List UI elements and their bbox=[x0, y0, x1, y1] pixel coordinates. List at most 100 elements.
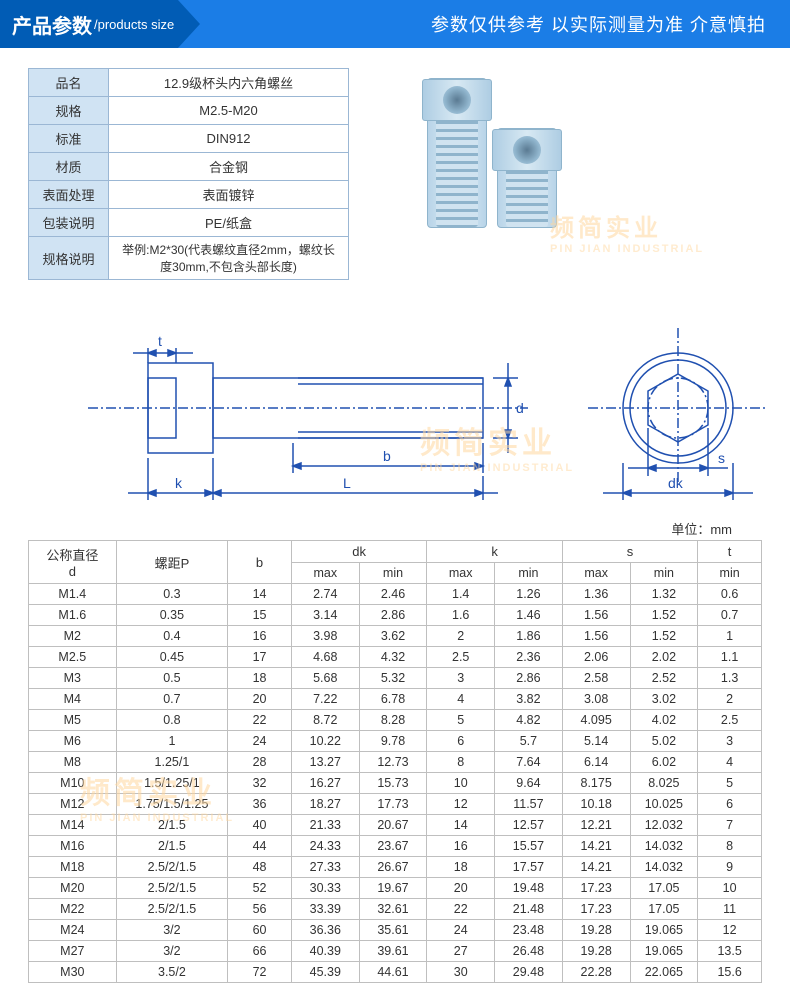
spec-cell: 4 bbox=[427, 689, 495, 710]
spec-cell: 44 bbox=[228, 836, 292, 857]
spec-cell: 30 bbox=[427, 962, 495, 983]
spec-cell: 17.05 bbox=[630, 899, 698, 920]
spec-cell: 4.095 bbox=[562, 710, 630, 731]
spec-cell: 60 bbox=[228, 920, 292, 941]
spec-cell: 0.7 bbox=[116, 689, 228, 710]
spec-cell: 39.61 bbox=[359, 941, 427, 962]
spec-cell: 3.08 bbox=[562, 689, 630, 710]
spec-subheader: max bbox=[291, 563, 359, 584]
spec-cell: M6 bbox=[29, 731, 117, 752]
spec-cell: 5.68 bbox=[291, 668, 359, 689]
spec-cell: 1.75/1.5/1.25 bbox=[116, 794, 228, 815]
spec-cell: 17.23 bbox=[562, 899, 630, 920]
spec-cell: 2/1.5 bbox=[116, 836, 228, 857]
spec-cell: 18 bbox=[427, 857, 495, 878]
spec-header: 螺距P bbox=[116, 541, 228, 584]
spec-cell: 2.36 bbox=[495, 647, 563, 668]
spec-cell: 3/2 bbox=[116, 941, 228, 962]
spec-cell: 10 bbox=[427, 773, 495, 794]
spec-cell: 13.5 bbox=[698, 941, 762, 962]
spec-cell: 19.28 bbox=[562, 941, 630, 962]
spec-cell: M30 bbox=[29, 962, 117, 983]
spec-cell: 12.57 bbox=[495, 815, 563, 836]
unit-note: 单位：mm bbox=[28, 519, 762, 538]
spec-cell: 16 bbox=[228, 626, 292, 647]
spec-cell: 19.67 bbox=[359, 878, 427, 899]
spec-cell: M1.4 bbox=[29, 584, 117, 605]
spec-cell: 2.5/2/1.5 bbox=[116, 857, 228, 878]
spec-cell: 12.21 bbox=[562, 815, 630, 836]
table-row: M243/26036.3635.612423.4819.2819.06512 bbox=[29, 920, 762, 941]
spec-cell: 19.065 bbox=[630, 941, 698, 962]
spec-cell: 15.73 bbox=[359, 773, 427, 794]
info-value: M2.5-M20 bbox=[109, 97, 349, 125]
screw-large-icon bbox=[427, 78, 487, 228]
spec-cell: 1.86 bbox=[495, 626, 563, 647]
spec-cell: M14 bbox=[29, 815, 117, 836]
spec-cell: 1.5/1.25/1 bbox=[116, 773, 228, 794]
spec-cell: 6.78 bbox=[359, 689, 427, 710]
spec-cell: 10.025 bbox=[630, 794, 698, 815]
table-row: M40.7207.226.7843.823.083.022 bbox=[29, 689, 762, 710]
spec-cell: 27.33 bbox=[291, 857, 359, 878]
spec-cell: 4.32 bbox=[359, 647, 427, 668]
spec-cell: 8 bbox=[698, 836, 762, 857]
spec-cell: 2.5/2/1.5 bbox=[116, 899, 228, 920]
spec-cell: 8.175 bbox=[562, 773, 630, 794]
header-title-block: 产品参数 /products size bbox=[0, 0, 178, 48]
spec-cell: 3.62 bbox=[359, 626, 427, 647]
spec-cell: 26.48 bbox=[495, 941, 563, 962]
spec-cell: 4.68 bbox=[291, 647, 359, 668]
info-label: 包装说明 bbox=[29, 209, 109, 237]
spec-cell: 13.27 bbox=[291, 752, 359, 773]
spec-cell: 16.27 bbox=[291, 773, 359, 794]
spec-cell: 5 bbox=[427, 710, 495, 731]
spec-cell: 4 bbox=[698, 752, 762, 773]
spec-cell: 7.64 bbox=[495, 752, 563, 773]
info-value: 合金钢 bbox=[109, 153, 349, 181]
spec-cell: 11.57 bbox=[495, 794, 563, 815]
spec-cell: 1.6 bbox=[427, 605, 495, 626]
table-row: M20.4163.983.6221.861.561.521 bbox=[29, 626, 762, 647]
spec-cell: 1.46 bbox=[495, 605, 563, 626]
spec-cell: 19.28 bbox=[562, 920, 630, 941]
spec-cell: 0.8 bbox=[116, 710, 228, 731]
spec-cell: 1.26 bbox=[495, 584, 563, 605]
spec-cell: 35.61 bbox=[359, 920, 427, 941]
spec-cell: 45.39 bbox=[291, 962, 359, 983]
spec-cell: 14 bbox=[427, 815, 495, 836]
spec-cell: M18 bbox=[29, 857, 117, 878]
spec-header: 公称直径d bbox=[29, 541, 117, 584]
spec-cell: 2.06 bbox=[562, 647, 630, 668]
spec-cell: 12.73 bbox=[359, 752, 427, 773]
spec-cell: 66 bbox=[228, 941, 292, 962]
spec-cell: M5 bbox=[29, 710, 117, 731]
spec-cell: 26.67 bbox=[359, 857, 427, 878]
spec-cell: 2.52 bbox=[630, 668, 698, 689]
spec-cell: 3.02 bbox=[630, 689, 698, 710]
spec-cell: 1.25/1 bbox=[116, 752, 228, 773]
spec-cell: 3.5/2 bbox=[116, 962, 228, 983]
spec-cell: 2.86 bbox=[495, 668, 563, 689]
spec-cell: 19.48 bbox=[495, 878, 563, 899]
spec-cell: 3/2 bbox=[116, 920, 228, 941]
header-arrow-icon bbox=[178, 0, 200, 48]
info-label: 规格 bbox=[29, 97, 109, 125]
info-label: 材质 bbox=[29, 153, 109, 181]
info-note-value: 举例:M2*30(代表螺纹直径2mm，螺纹长度30mm,不包含头部长度) bbox=[109, 237, 349, 280]
spec-cell: 24.33 bbox=[291, 836, 359, 857]
spec-cell: 15.6 bbox=[698, 962, 762, 983]
spec-cell: 14.21 bbox=[562, 836, 630, 857]
spec-cell: 6 bbox=[427, 731, 495, 752]
spec-cell: 23.67 bbox=[359, 836, 427, 857]
info-label: 标准 bbox=[29, 125, 109, 153]
spec-cell: 12 bbox=[698, 920, 762, 941]
spec-cell: 6.02 bbox=[630, 752, 698, 773]
spec-cell: 2.5 bbox=[698, 710, 762, 731]
spec-cell: 1 bbox=[116, 731, 228, 752]
spec-cell: 2.58 bbox=[562, 668, 630, 689]
spec-cell: 14.21 bbox=[562, 857, 630, 878]
info-label: 表面处理 bbox=[29, 181, 109, 209]
spec-cell: 1.56 bbox=[562, 605, 630, 626]
spec-cell: 2.74 bbox=[291, 584, 359, 605]
